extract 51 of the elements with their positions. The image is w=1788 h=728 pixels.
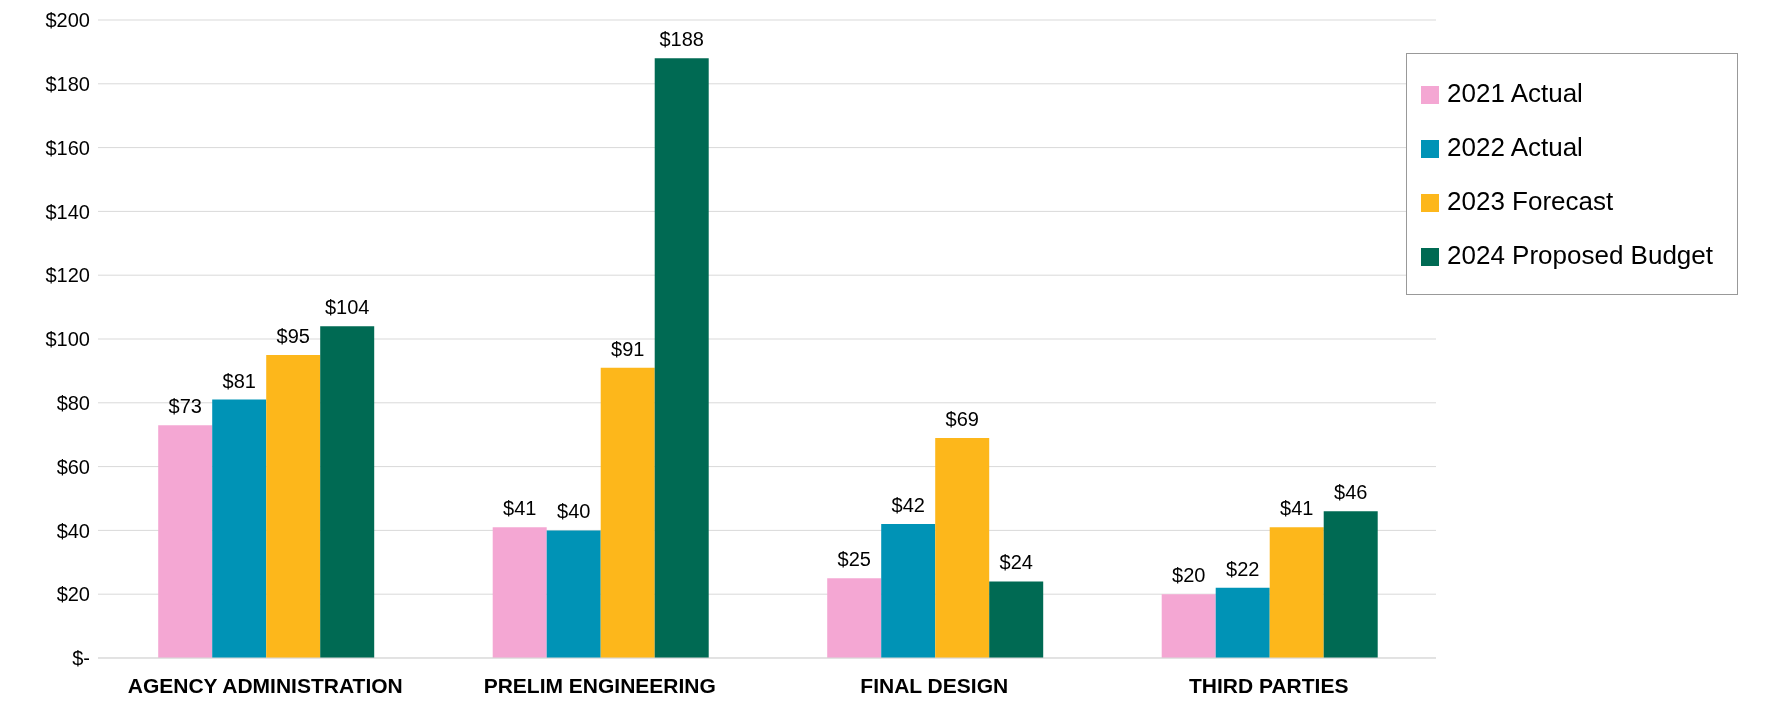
y-tick-label: $180 bbox=[45, 72, 90, 95]
legend-label: 2023 Forecast bbox=[1447, 186, 1614, 216]
data-label: $40 bbox=[557, 500, 591, 523]
data-label: $46 bbox=[1334, 481, 1368, 504]
x-tick-label: THIRD PARTIES bbox=[1189, 673, 1349, 697]
bar bbox=[546, 530, 601, 658]
bar bbox=[1323, 511, 1378, 658]
bar bbox=[212, 399, 267, 658]
y-tick-label: $20 bbox=[56, 583, 90, 606]
y-tick-label: $140 bbox=[45, 200, 90, 223]
data-label: $42 bbox=[891, 494, 925, 517]
x-tick-label: PRELIM ENGINEERING bbox=[483, 673, 716, 697]
data-label: $41 bbox=[503, 497, 537, 520]
legend-label: 2021 Actual bbox=[1447, 78, 1583, 108]
bar bbox=[935, 437, 990, 658]
bar bbox=[600, 367, 655, 658]
bar bbox=[492, 527, 547, 658]
y-tick-label: $80 bbox=[56, 391, 90, 414]
data-label: $25 bbox=[837, 548, 871, 571]
data-label: $24 bbox=[999, 551, 1033, 574]
data-label: $91 bbox=[611, 337, 645, 360]
x-tick-label: AGENCY ADMINISTRATION bbox=[127, 673, 403, 697]
bar bbox=[827, 578, 882, 658]
bar bbox=[654, 58, 709, 658]
bar bbox=[266, 354, 321, 658]
data-label: $95 bbox=[276, 324, 310, 347]
y-tick-label: $160 bbox=[45, 136, 90, 159]
data-label: $20 bbox=[1172, 564, 1206, 587]
bar bbox=[158, 425, 213, 658]
y-tick-label: $- bbox=[72, 647, 90, 670]
data-label: $81 bbox=[222, 369, 256, 392]
y-tick-label: $100 bbox=[45, 328, 90, 351]
data-label: $41 bbox=[1280, 497, 1314, 520]
y-tick-label: $40 bbox=[56, 519, 90, 542]
bar bbox=[1161, 594, 1216, 658]
bar bbox=[1215, 587, 1270, 658]
bar bbox=[320, 326, 375, 658]
data-label: $73 bbox=[168, 395, 202, 418]
data-label: $104 bbox=[324, 296, 370, 319]
data-label: $22 bbox=[1226, 557, 1260, 580]
data-label: $69 bbox=[945, 407, 979, 430]
x-tick-label: FINAL DESIGN bbox=[860, 673, 1009, 697]
legend-label: 2022 Actual bbox=[1447, 132, 1583, 162]
y-tick-label: $200 bbox=[45, 9, 90, 32]
bar bbox=[881, 524, 936, 658]
y-tick-label: $120 bbox=[45, 264, 90, 287]
bar bbox=[989, 581, 1044, 658]
bar bbox=[1269, 527, 1324, 658]
y-tick-label: $60 bbox=[56, 455, 90, 478]
data-label: $188 bbox=[659, 28, 704, 51]
legend-label: 2024 Proposed Budget bbox=[1447, 240, 1713, 270]
